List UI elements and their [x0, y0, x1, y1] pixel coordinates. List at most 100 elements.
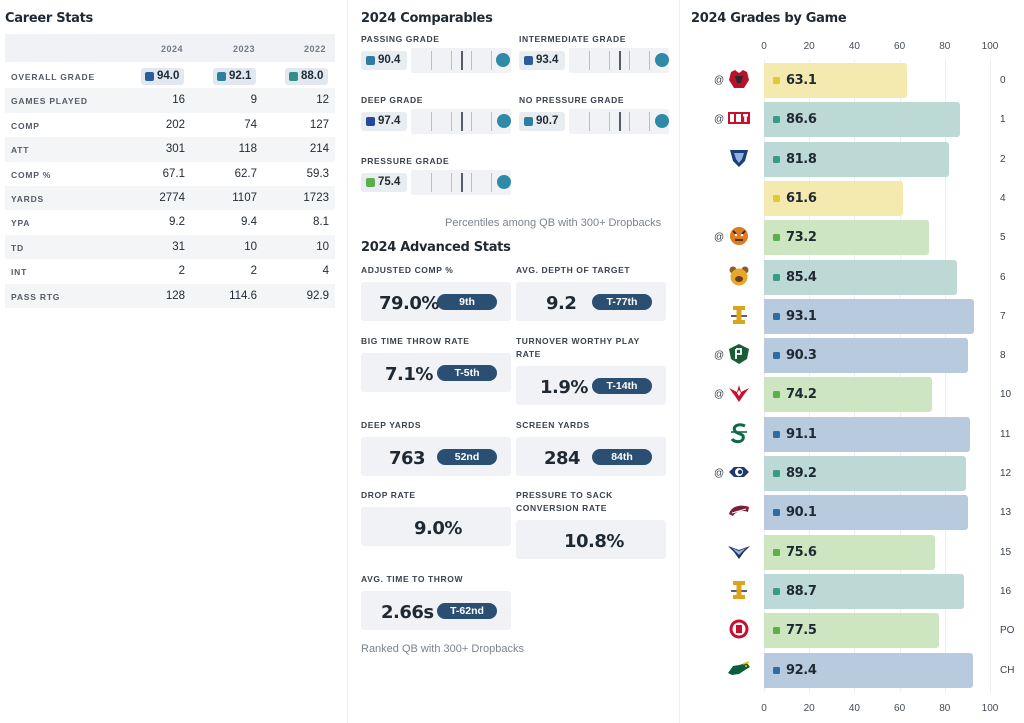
percentile-marker — [497, 114, 511, 128]
percentile-tick — [431, 51, 432, 70]
grade-value: 91.1 — [786, 426, 817, 442]
idaho-logo-icon — [727, 579, 751, 601]
grade-bar[interactable] — [764, 338, 969, 374]
advanced-stat-box: 763 52nd — [361, 437, 511, 476]
grade-value: 88.0 — [301, 70, 324, 82]
percentile-tick — [619, 112, 621, 131]
grade-badge: 94.0 — [141, 68, 184, 85]
advanced-stat-value: 7.1% — [385, 364, 433, 385]
grid-line — [944, 60, 946, 692]
away-marker: @ — [714, 114, 725, 126]
percentile-tick — [461, 173, 463, 192]
grade-color-square — [773, 194, 780, 202]
advanced-stat-value: 763 — [389, 448, 426, 469]
advanced-stat-box: 79.0% 9th — [361, 282, 511, 321]
grade-bar[interactable] — [764, 141, 949, 177]
away-marker: @ — [714, 75, 725, 86]
x-axis-tick-bottom: 40 — [848, 703, 860, 714]
grade-bar[interactable] — [764, 534, 935, 570]
ndsu-logo-icon — [727, 658, 751, 680]
south-dakota-logo-icon — [727, 618, 751, 640]
career-table-header: 2024 2023 2022 — [5, 34, 335, 62]
percentile-tick — [491, 51, 492, 70]
advanced-stat-box: 284 84th — [516, 437, 666, 476]
game-row: @73.2 5 — [690, 218, 1024, 256]
advanced-stat-box: 2.66s T-62nd — [361, 591, 511, 630]
game-row: @86.6 1 — [690, 100, 1024, 138]
grade-bar[interactable] — [764, 377, 932, 413]
grade-bar[interactable] — [764, 180, 904, 216]
grade-value: 63.1 — [786, 73, 817, 88]
lobo-logo-icon — [727, 68, 751, 90]
away-marker: @ — [714, 350, 725, 362]
stat-value: 10 — [244, 240, 257, 253]
table-row: YARDS 2774 1107 1723 — [5, 186, 335, 211]
grade-bar[interactable] — [764, 220, 930, 256]
percentile-tick — [451, 112, 452, 131]
advanced-stat-value: 1.9% — [540, 377, 588, 398]
advanced-stat-box: 10.8% — [516, 520, 666, 559]
stat-value: 127 — [309, 118, 329, 131]
stat-value: 10 — [316, 240, 329, 253]
idaho-logo-icon — [727, 304, 751, 326]
grade-value: 75.4 — [378, 176, 401, 188]
percentile-tick — [629, 51, 630, 70]
percentile-tick — [471, 173, 472, 192]
grade-bar[interactable] — [764, 298, 975, 334]
grade-bar[interactable] — [764, 495, 968, 531]
row-label: INT — [11, 267, 28, 278]
advanced-stat-value: 79.0% — [379, 293, 439, 314]
grade-badge: 75.4 — [361, 173, 407, 192]
rank-pill: T-77th — [592, 294, 652, 310]
advanced-stat-label: SCREEN YARDS — [516, 420, 590, 430]
x-axis-tick-bottom: 80 — [939, 703, 951, 714]
table-row: OVERALL GRADE 94.0 92.1 88.0 — [5, 64, 335, 88]
grade-color-square — [773, 116, 780, 124]
stat-value: 2 — [250, 265, 257, 278]
rank-pill: T-14th — [592, 378, 652, 394]
week-label: CH — [1000, 664, 1015, 676]
week-label: 16 — [1000, 585, 1012, 597]
percentile-tick — [451, 51, 452, 70]
advanced-stat-label: DROP RATE — [361, 490, 416, 500]
grade-value: 93.1 — [786, 308, 817, 324]
grade-bar[interactable] — [764, 63, 907, 98]
percentile-marker — [497, 175, 511, 189]
grade-color-square — [773, 666, 780, 674]
grade-value: 90.1 — [786, 505, 817, 521]
unc-logo-icon — [727, 540, 751, 562]
game-row: 90.1 13 — [690, 493, 1024, 531]
percentile-bar — [411, 170, 511, 195]
percentile-bar — [569, 48, 669, 73]
advanced-stat-box: 7.1% T-5th — [361, 353, 511, 392]
rank-pill: T-62nd — [437, 603, 497, 619]
grade-value: 89.2 — [786, 466, 817, 481]
stat-value: 9.4 — [241, 216, 257, 229]
x-axis-tick-top: 60 — [894, 41, 906, 52]
grade-bar[interactable] — [764, 456, 966, 491]
x-axis-tick-top: 0 — [761, 41, 767, 52]
game-row: @63.1 0 — [690, 61, 1024, 98]
advanced-stat-box: 9.2 T-77th — [516, 282, 666, 321]
game-row: @89.2 12 — [690, 454, 1024, 491]
week-label: 0 — [1000, 75, 1006, 86]
grade-value: 90.3 — [786, 348, 817, 364]
advanced-stat-value: 284 — [544, 448, 581, 469]
comparables-panel: 2024 Comparables PASSING GRADE 90.4 INTERM… — [361, 0, 671, 723]
grade-color-square — [145, 72, 154, 81]
grade-bar[interactable] — [764, 259, 957, 295]
week-label: 5 — [1000, 232, 1006, 244]
column-divider — [679, 0, 680, 723]
grades-by-game-title: 2024 Grades by Game — [691, 11, 847, 26]
x-axis-tick-bottom: 60 — [894, 703, 906, 714]
grade-bar[interactable] — [764, 613, 940, 649]
career-stats-title: Career Stats — [5, 11, 93, 26]
game-row: 93.1 7 — [690, 297, 1024, 334]
row-label: PASS RTG — [11, 291, 61, 302]
grade-bar[interactable] — [764, 652, 973, 688]
grade-bar[interactable] — [764, 573, 965, 609]
percentile-tick — [649, 51, 650, 70]
grade-bar[interactable] — [764, 102, 960, 138]
grade-color-square — [773, 77, 780, 84]
grade-bar[interactable] — [764, 416, 970, 452]
